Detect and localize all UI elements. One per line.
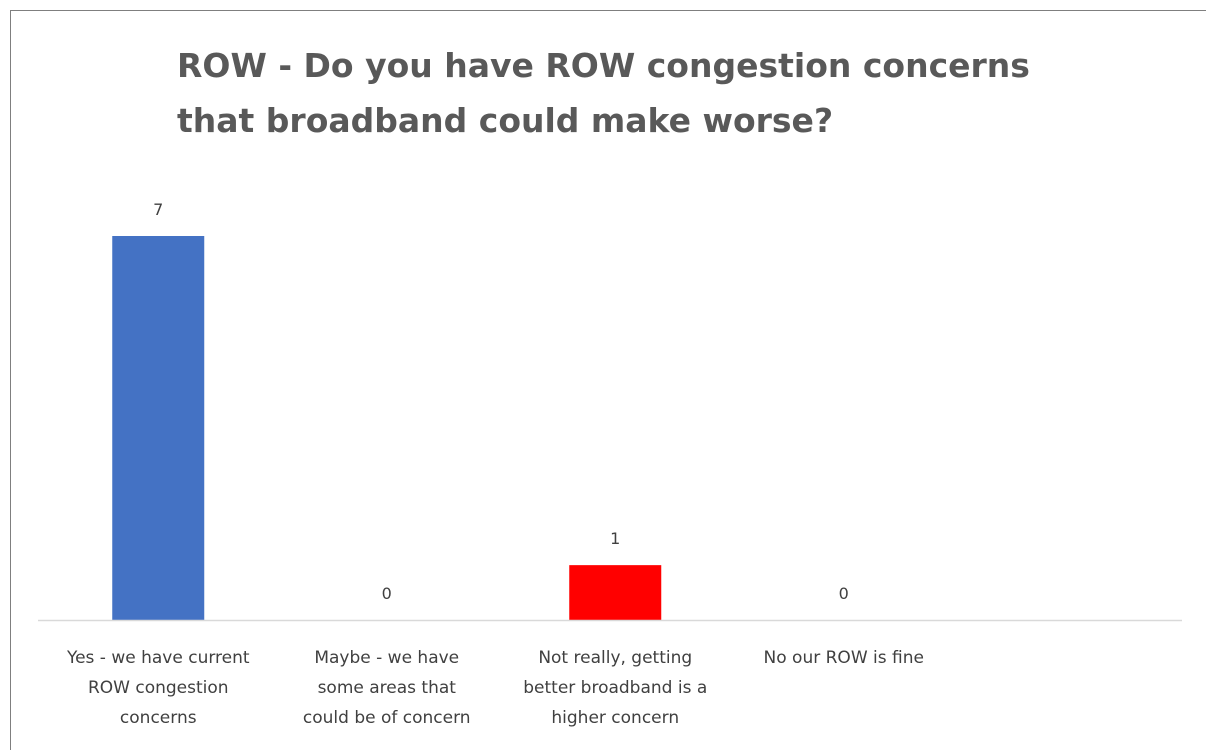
chart-title: ROW - Do you have ROW congestion concern… xyxy=(177,38,1157,148)
chart-frame xyxy=(10,10,1206,750)
data-label-1: 7 xyxy=(153,200,163,219)
chart-title-line-1: ROW - Do you have ROW congestion concern… xyxy=(177,46,1030,85)
data-label-4: 0 xyxy=(839,584,849,603)
data-label-3: 1 xyxy=(610,529,620,548)
category-label-1: Yes - we have current ROW congestion conce… xyxy=(66,648,250,728)
category-label-3: Not really, getting better broadband is a… xyxy=(523,648,707,728)
data-label-2: 0 xyxy=(382,584,392,603)
category-label-4: No our ROW is fine xyxy=(764,648,924,668)
category-label-2: Maybe - we have some areas that could be o… xyxy=(303,648,471,728)
bar-1 xyxy=(112,236,205,620)
bar-3 xyxy=(569,565,662,620)
chart-title-line-2: that broadband could make worse? xyxy=(177,101,834,140)
